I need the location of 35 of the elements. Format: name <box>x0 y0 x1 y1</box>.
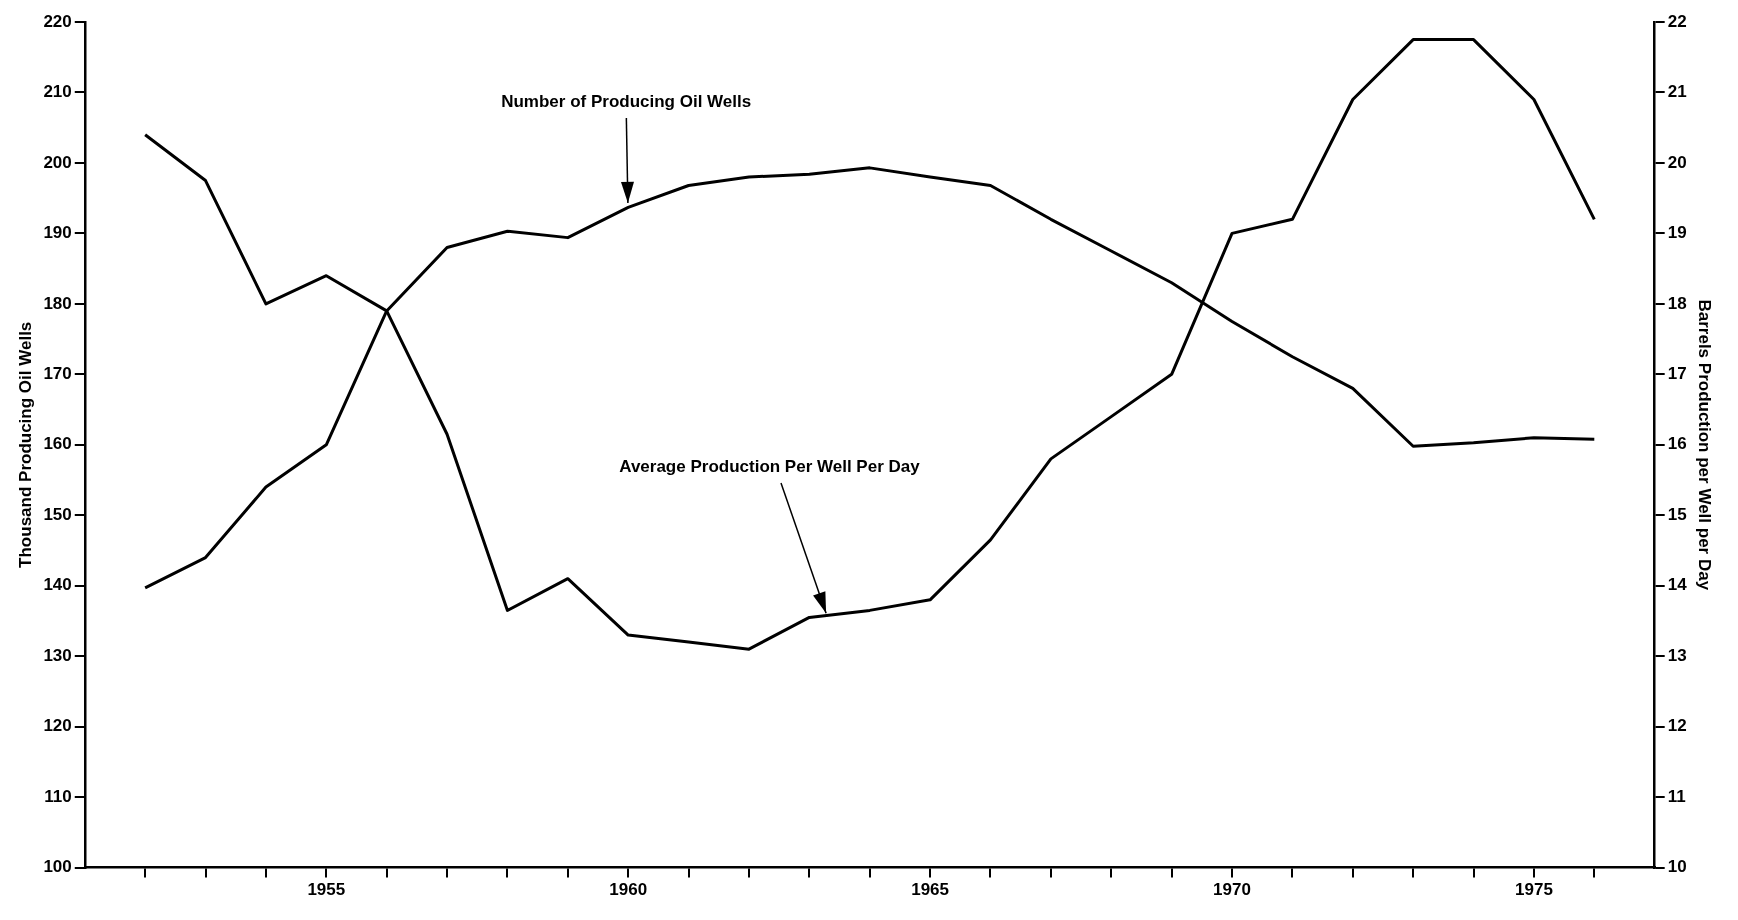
y2-tick-label: 11 <box>1667 786 1686 806</box>
y-tick-label: 140 <box>43 575 72 595</box>
y2-tick-label: 16 <box>1667 434 1687 454</box>
y2-tick-label: 21 <box>1667 82 1687 102</box>
annotation: Number of Producing Oil Wells <box>501 92 752 112</box>
y2-tick-label: 22 <box>1667 11 1687 31</box>
y-tick-label: 120 <box>43 716 72 736</box>
y-tick-label: 190 <box>43 223 72 243</box>
x-tick-label: 1975 <box>1515 880 1553 900</box>
y-tick-label: 170 <box>43 364 72 384</box>
y2-tick-label: 20 <box>1667 152 1687 172</box>
y2-tick-label: 15 <box>1667 504 1687 524</box>
y-tick-label: 220 <box>43 11 72 31</box>
y-tick-label: 180 <box>43 293 72 313</box>
x-tick-label: 1970 <box>1213 880 1251 900</box>
y-tick-label: 150 <box>43 504 72 524</box>
y2-axis-title: Barrels Production per Well per Day <box>1695 299 1715 591</box>
y2-tick-label: 13 <box>1667 645 1687 665</box>
x-tick-label: 1960 <box>609 880 648 900</box>
y-tick-label: 210 <box>43 82 72 102</box>
annotation: Average Production Per Well Per Day <box>619 457 921 477</box>
y-tick-label: 100 <box>43 857 72 877</box>
x-tick-label: 1955 <box>307 880 346 900</box>
y-tick-label: 160 <box>43 434 72 454</box>
y2-tick-label: 10 <box>1667 857 1687 877</box>
y-axis-title: Thousand Producing Oil Wells <box>15 321 35 568</box>
y-tick-label: 130 <box>43 645 72 665</box>
y-tick-label: 200 <box>43 152 72 172</box>
y2-tick-label: 12 <box>1667 716 1687 736</box>
x-tick-label: 1965 <box>911 880 950 900</box>
y2-tick-label: 19 <box>1667 223 1687 243</box>
y2-tick-label: 14 <box>1667 575 1688 595</box>
y2-tick-label: 18 <box>1667 293 1687 313</box>
y2-tick-label: 17 <box>1667 364 1687 384</box>
y-tick-label: 110 <box>44 786 72 806</box>
